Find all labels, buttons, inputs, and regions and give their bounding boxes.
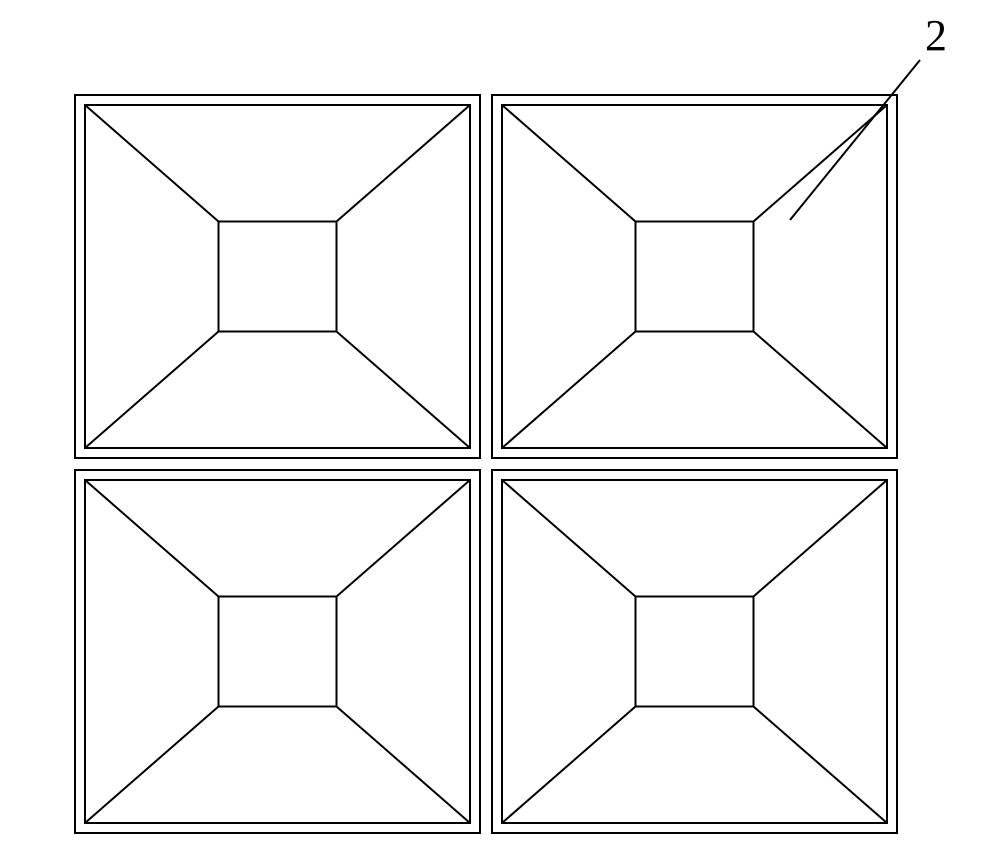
callout-label-2: 2 xyxy=(925,10,947,61)
diagram-canvas xyxy=(0,0,1000,856)
